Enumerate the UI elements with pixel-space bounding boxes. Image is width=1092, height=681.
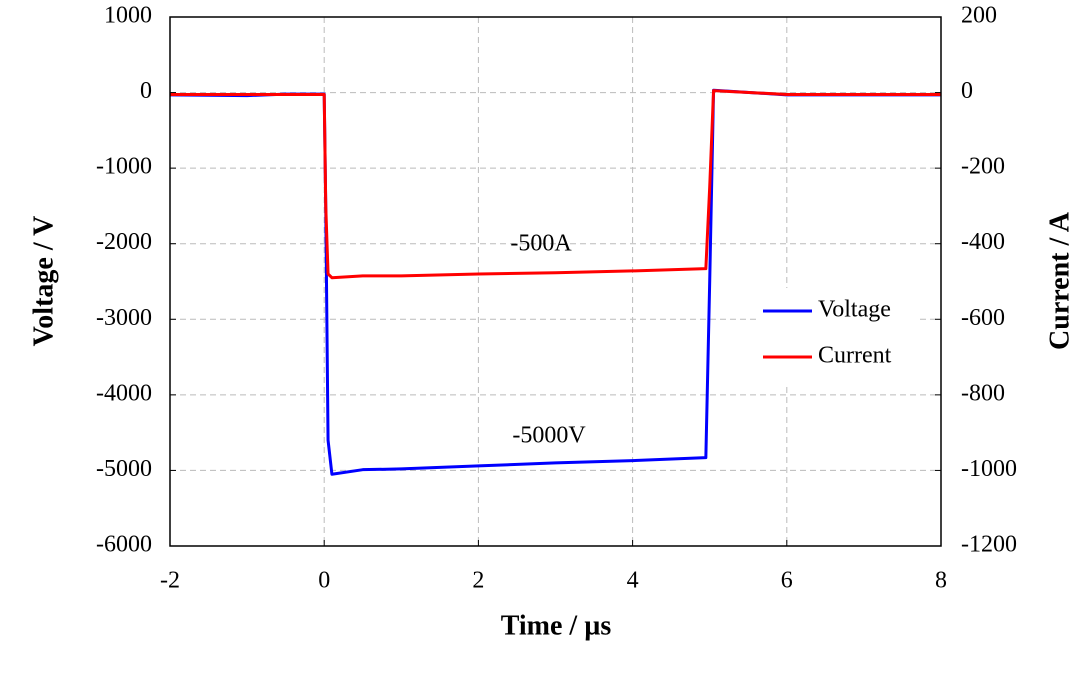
- y2-tick-label: 200: [961, 3, 997, 29]
- y-tick-label: -4000: [96, 380, 152, 406]
- data-line: [169, 88, 941, 476]
- x-tick-label: 0: [318, 568, 330, 594]
- x-tick-label: 6: [781, 568, 793, 594]
- y2-tick-label: -600: [961, 305, 1005, 331]
- y2-tick-label: 0: [961, 78, 973, 104]
- x-axis-label: Time / µs: [501, 610, 612, 641]
- x-tick-label: 4: [627, 568, 639, 594]
- annotation: -500A: [510, 231, 572, 257]
- y2-tick-label: -200: [961, 154, 1005, 180]
- y-tick-label: 0: [140, 78, 152, 104]
- legend-label: Current: [818, 343, 892, 369]
- y-tick-label: -6000: [96, 532, 152, 558]
- y2-axis-label: Current / A: [1044, 211, 1075, 350]
- y-tick-label: 1000: [104, 3, 152, 29]
- y2-tick-label: -400: [961, 229, 1005, 255]
- y-tick-label: -2000: [96, 229, 152, 255]
- data-line: [170, 89, 941, 280]
- y-tick-label: -5000: [96, 456, 152, 482]
- y2-tick-label: -1200: [961, 532, 1017, 558]
- legend-background: [756, 288, 916, 384]
- x-tick-label: -2: [160, 568, 180, 594]
- x-tick-label: 8: [935, 568, 947, 594]
- legend-label: Voltage: [818, 297, 891, 323]
- y2-tick-label: -800: [961, 380, 1005, 406]
- annotation: -5000V: [512, 423, 586, 449]
- y-axis-label: Voltage / V: [28, 216, 59, 347]
- x-tick-label: 2: [472, 568, 484, 594]
- y-tick-label: -3000: [96, 305, 152, 331]
- y-tick-label: -1000: [96, 154, 152, 180]
- y2-tick-label: -1000: [961, 456, 1017, 482]
- plot-frame: [169, 16, 942, 547]
